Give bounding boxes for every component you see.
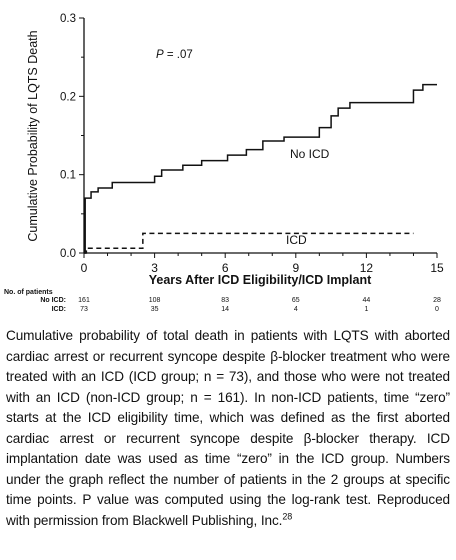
x-tick-label: 15 [430, 261, 444, 275]
risk-row-label-icd: ICD: [51, 306, 66, 313]
caption-text: Cumulative probability of total death in… [6, 328, 450, 528]
icd-curve [84, 232, 414, 254]
risk-table-cell: 0 [435, 306, 439, 313]
risk-table-cell: 28 [433, 297, 441, 304]
risk-table-cell: 35 [150, 306, 159, 313]
caption-reference: 28 [282, 510, 293, 521]
risk-table-cell: 1 [364, 306, 369, 313]
x-axis-label: Years After ICD Eligibility/ICD Implant [149, 273, 372, 287]
y-tick-label: 0.0 [60, 248, 76, 260]
y-axis-label: Cumulative Probability of LQTS Death [26, 30, 40, 241]
no-icd-series-label: No ICD [290, 147, 330, 161]
no-icd-curve [84, 83, 437, 254]
x-tick-label: 9 [292, 261, 299, 275]
risk-table-cell: 73 [80, 306, 88, 313]
x-tick-label: 12 [360, 261, 374, 275]
p-value-annotation: P = .07 [156, 49, 193, 61]
risk-table-cell: 4 [293, 306, 298, 313]
risk-table-cell: 65 [291, 297, 300, 304]
x-tick-label: 3 [151, 261, 158, 275]
risk-table-cell: 83 [221, 297, 230, 304]
risk-table-header: No. of patients [4, 289, 53, 296]
risk-table-cell: 44 [362, 297, 371, 304]
risk-table-cell: 14 [221, 306, 230, 313]
risk-row-label-no-icd: No ICD: [40, 297, 66, 304]
y-tick-label: 0.1 [60, 170, 76, 182]
y-tick-label: 0.2 [60, 91, 76, 103]
x-tick-label: 0 [81, 261, 88, 275]
risk-table-cell: 108 [148, 297, 161, 304]
plot-area: 0 3 6 9 12 15 0.0 0.1 0.2 0.3 [60, 13, 444, 275]
y-tick-label: 0.3 [60, 13, 76, 25]
figure-caption: Cumulative probability of total death in… [6, 326, 450, 531]
x-tick-label: 6 [222, 261, 229, 275]
risk-table-cell: 161 [78, 297, 90, 304]
icd-series-label: ICD [286, 233, 307, 247]
survival-chart: 0 3 6 9 12 15 0.0 0.1 0.2 0.3 Cumulative Probabil… [26, 13, 444, 287]
